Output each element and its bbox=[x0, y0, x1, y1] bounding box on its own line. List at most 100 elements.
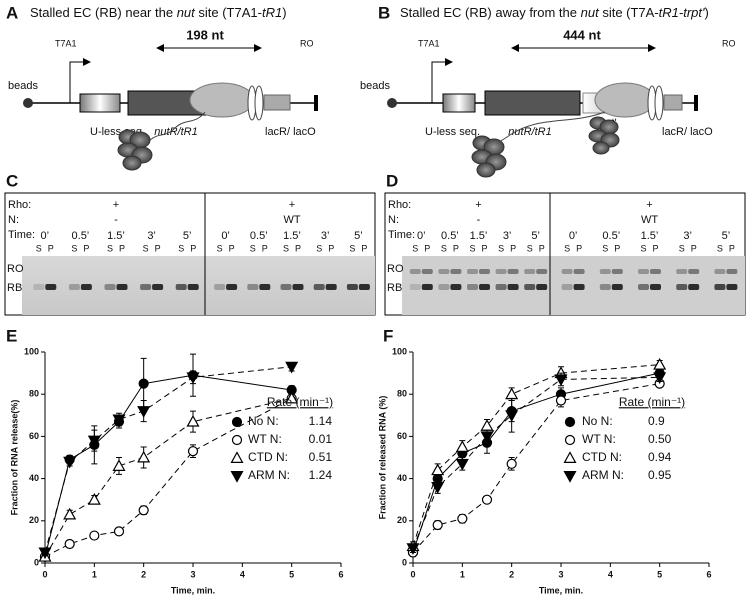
gel-band bbox=[726, 284, 738, 290]
marker bbox=[87, 492, 101, 505]
time-label: 3’ bbox=[683, 230, 692, 242]
marker bbox=[138, 378, 149, 389]
promoter-arrow bbox=[431, 58, 453, 103]
lane-label: S bbox=[107, 243, 113, 253]
lane-label: P bbox=[83, 243, 89, 253]
u-less-box bbox=[79, 93, 121, 113]
gel-band bbox=[536, 284, 548, 290]
lane-label: P bbox=[576, 243, 582, 253]
gel-band bbox=[573, 269, 585, 274]
time-label: 1.5’ bbox=[107, 230, 125, 242]
lac-label: lacR/ lacO bbox=[662, 126, 713, 138]
y-tick-label: 20 bbox=[397, 515, 407, 525]
gel-band bbox=[175, 284, 187, 290]
time-label: 1.5’ bbox=[283, 230, 301, 242]
lane-label: P bbox=[262, 243, 268, 253]
x-tick-label: 4 bbox=[240, 569, 245, 579]
lane-label: S bbox=[250, 243, 256, 253]
legend-rate: 0.9 bbox=[648, 414, 665, 428]
bead bbox=[387, 98, 397, 108]
rnap bbox=[189, 82, 255, 118]
gel-band bbox=[409, 284, 421, 290]
gel-band bbox=[247, 284, 259, 290]
lane-label: S bbox=[469, 243, 475, 253]
legend-rate: 1.14 bbox=[309, 414, 333, 428]
marker bbox=[112, 459, 126, 471]
marker bbox=[285, 391, 299, 404]
legend-rate: 0.95 bbox=[648, 468, 672, 482]
gel-band bbox=[421, 284, 433, 290]
legend-label: No N: bbox=[248, 414, 279, 428]
gel-band bbox=[450, 269, 462, 274]
marker bbox=[480, 431, 494, 444]
gel-band bbox=[676, 269, 688, 274]
gel-band bbox=[650, 284, 661, 290]
lane-label: P bbox=[424, 243, 430, 253]
length-label: 198 nt bbox=[186, 27, 224, 42]
title-part: Stalled EC (RB) away from the bbox=[400, 5, 581, 20]
marker bbox=[506, 458, 517, 469]
y-tick-label: 80 bbox=[397, 389, 407, 399]
legend-label: CTD N: bbox=[248, 450, 288, 464]
title-part: site (T7A- bbox=[599, 5, 659, 20]
gel-band bbox=[140, 284, 152, 290]
legend-rate: 0.50 bbox=[648, 432, 672, 446]
marker bbox=[431, 482, 445, 494]
gel-band bbox=[495, 284, 507, 290]
terminator-label: RO bbox=[300, 38, 314, 48]
band-label: RO bbox=[387, 263, 404, 275]
gel-band bbox=[561, 269, 573, 274]
nut-label: nutR/tR1 bbox=[508, 126, 551, 138]
legend-label: ARM N: bbox=[248, 468, 290, 482]
gel-band bbox=[524, 284, 536, 290]
lane-label: S bbox=[36, 243, 42, 253]
legend-label: No N: bbox=[582, 414, 613, 428]
gel-band bbox=[438, 269, 450, 274]
gel-band bbox=[524, 269, 536, 274]
ribosome bbox=[471, 116, 620, 178]
x-axis-title: Time, min. bbox=[171, 585, 215, 595]
panel-letter: A bbox=[6, 3, 18, 22]
lane-label: P bbox=[155, 243, 161, 253]
title-part: tR1-trpt' bbox=[659, 5, 705, 20]
legend-rate: 0.51 bbox=[309, 450, 333, 464]
lac-box bbox=[663, 94, 683, 111]
time-label: 0’ bbox=[569, 230, 578, 242]
time-label: 0’ bbox=[221, 230, 230, 242]
x-tick-label: 2 bbox=[509, 569, 514, 579]
lacr bbox=[654, 85, 664, 121]
marker bbox=[137, 406, 151, 418]
u-less-box bbox=[442, 93, 476, 113]
lane-label: P bbox=[510, 243, 516, 253]
lane-label: S bbox=[316, 243, 322, 253]
lane-label: S bbox=[143, 243, 149, 253]
lane-label: S bbox=[349, 243, 355, 253]
gel-band bbox=[68, 284, 80, 290]
gel-band bbox=[358, 284, 370, 290]
time-label: 0.5’ bbox=[250, 230, 268, 242]
marker bbox=[138, 505, 149, 516]
marker bbox=[457, 513, 468, 524]
marker bbox=[63, 507, 77, 520]
marker bbox=[285, 361, 299, 374]
gel-band bbox=[495, 269, 507, 274]
marker bbox=[186, 414, 200, 427]
y-axis-title: Fraction of released RNA (%) bbox=[377, 396, 387, 520]
time-label: 5’ bbox=[531, 230, 540, 242]
y-tick-label: 0 bbox=[402, 557, 407, 567]
y-tick-label: 40 bbox=[397, 473, 407, 483]
terminator-label: RO bbox=[722, 38, 736, 48]
lane-label: P bbox=[729, 243, 735, 253]
marker bbox=[555, 395, 567, 406]
legend-marker bbox=[563, 471, 577, 483]
title-part: nut bbox=[177, 5, 196, 20]
lane-label: P bbox=[691, 243, 697, 253]
gel-band bbox=[561, 284, 573, 290]
gel-band bbox=[346, 284, 358, 290]
y-tick-label: 100 bbox=[24, 346, 39, 356]
gel-band bbox=[507, 284, 519, 290]
y-axis-title: Fraction of RNA release(%) bbox=[9, 400, 19, 516]
lane-label: S bbox=[679, 243, 685, 253]
x-tick-label: 5 bbox=[657, 569, 662, 579]
legend-marker bbox=[231, 434, 243, 446]
